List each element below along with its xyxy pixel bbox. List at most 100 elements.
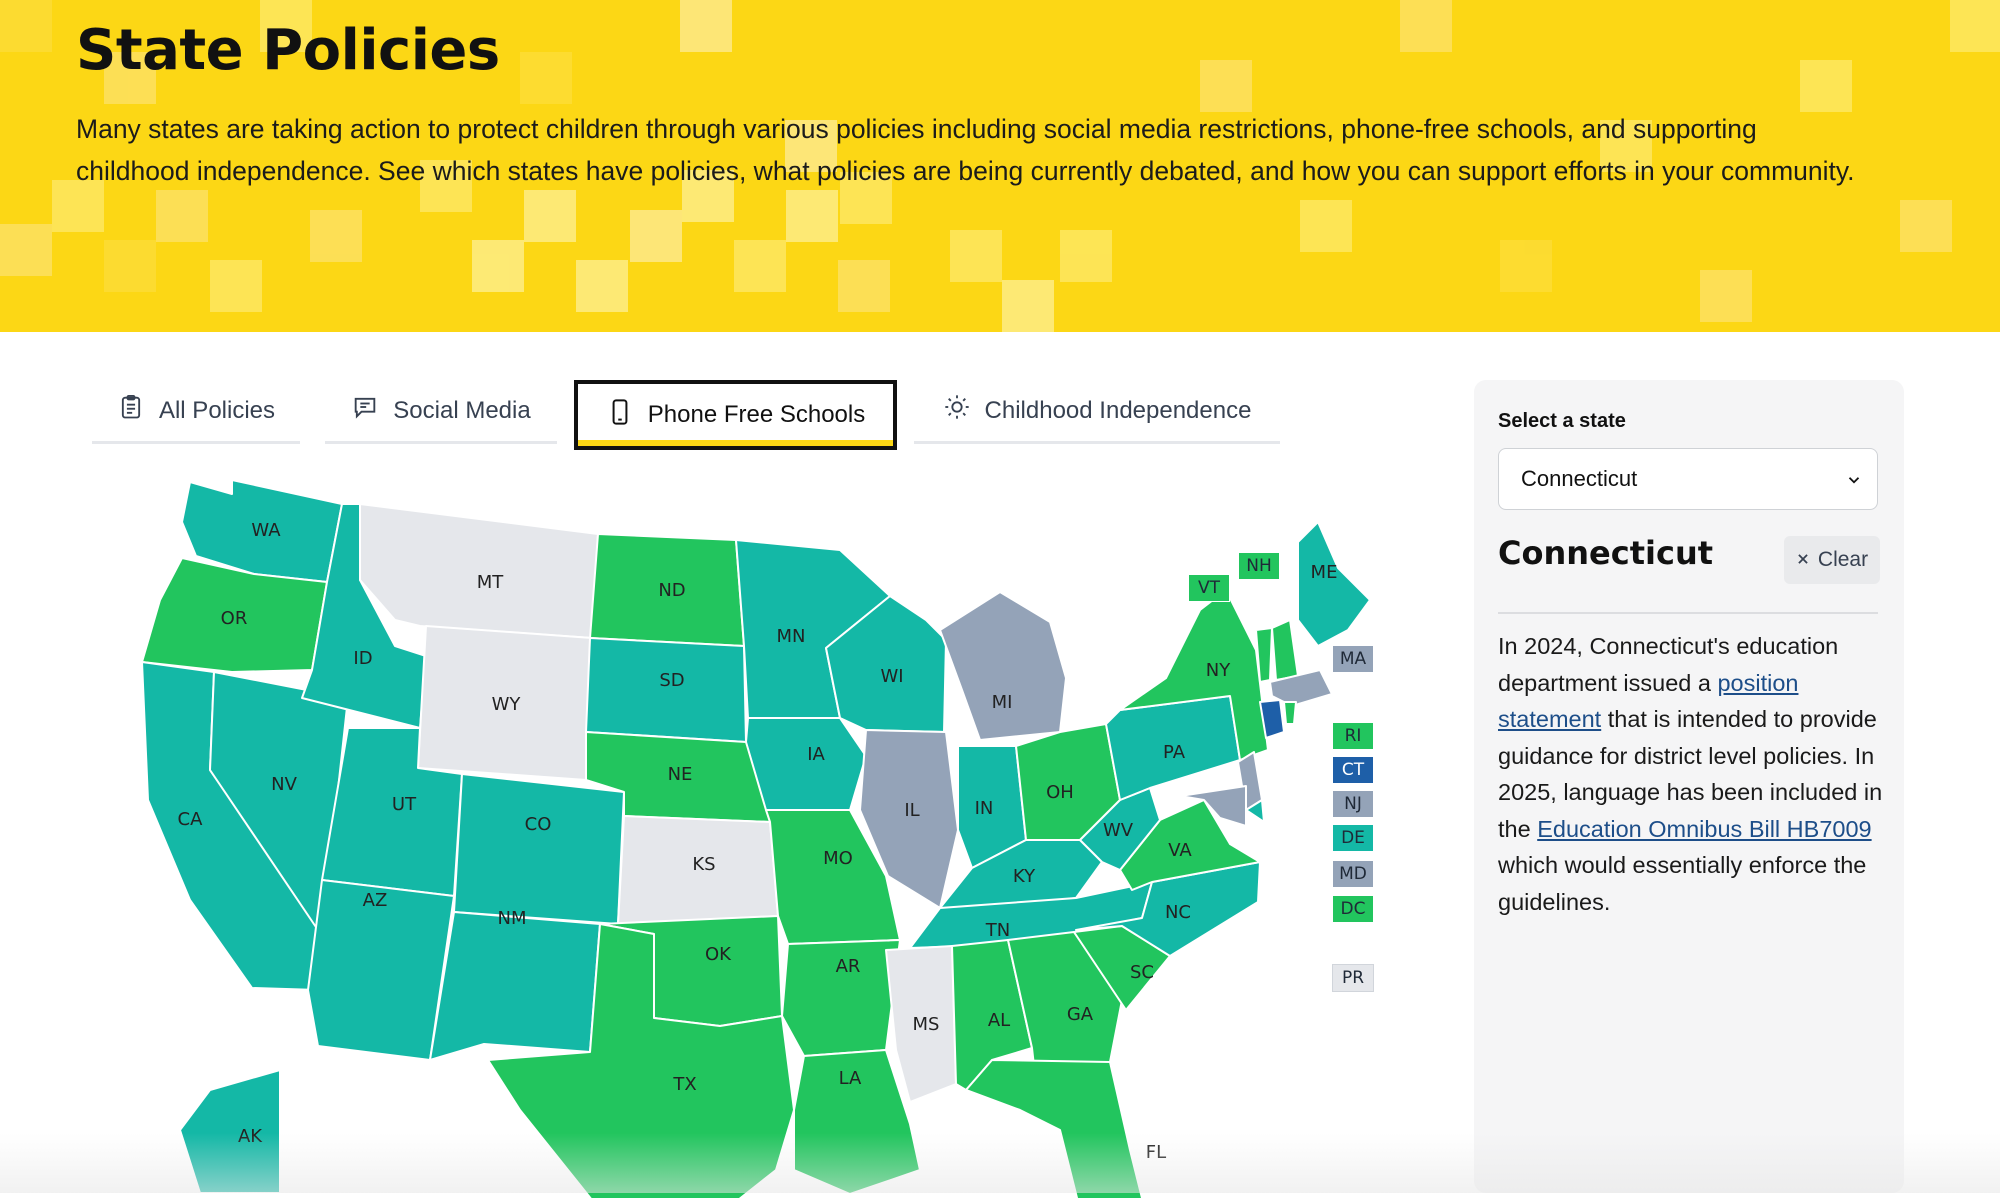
hero-banner: State Policies Many states are taking ac… — [0, 0, 2000, 332]
state-select-value: Connecticut — [1521, 466, 1638, 491]
state-label-tx: TX — [672, 1074, 696, 1095]
tab-childhood-independence[interactable]: Childhood Independence — [914, 380, 1280, 444]
clear-label: Clear — [1817, 548, 1869, 571]
desc-text: In 2024, Connecticut's education departm… — [1498, 633, 1839, 696]
state-label-ca: CA — [178, 809, 204, 830]
tab-phone-free-schools[interactable]: Phone Free Schools — [574, 380, 897, 450]
state-label-ok: OK — [705, 944, 732, 965]
state-label-ut: UT — [392, 794, 417, 815]
tab-social-media[interactable]: Social Media — [325, 380, 557, 444]
state-description: In 2024, Connecticut's education departm… — [1498, 628, 1888, 920]
state-tx[interactable] — [487, 923, 795, 1198]
state-ak[interactable] — [179, 1069, 281, 1194]
state-label-in: IN — [975, 798, 994, 819]
chat-bubble-icon — [351, 393, 379, 428]
state-label-nv: NV — [271, 774, 297, 795]
state-select[interactable]: Connecticut — [1498, 448, 1878, 510]
state-label-ga: GA — [1067, 1004, 1094, 1025]
position-statement-link[interactable]: position statement — [1498, 669, 1799, 733]
state-label-wi: WI — [880, 666, 903, 687]
sun-icon — [943, 393, 971, 428]
state-co[interactable] — [453, 773, 625, 925]
state-box-pr[interactable]: PR — [1332, 964, 1374, 992]
state-box-md[interactable]: MD — [1332, 860, 1374, 888]
desc-text: which would essentially enforce the guid… — [1498, 852, 1867, 915]
state-label-sd: SD — [659, 670, 684, 691]
state-az[interactable] — [307, 879, 455, 1061]
clipboard-icon — [117, 393, 145, 428]
state-label-wa: WA — [251, 520, 281, 541]
state-label-la: LA — [839, 1068, 862, 1089]
state-fl[interactable] — [965, 1059, 1150, 1198]
state-ia[interactable] — [745, 717, 867, 811]
state-box-label: VT — [1197, 578, 1220, 598]
state-va[interactable] — [1119, 799, 1261, 891]
state-label-mt: MT — [477, 572, 505, 593]
state-nc[interactable] — [1075, 861, 1261, 957]
state-label-nc: NC — [1165, 902, 1191, 923]
state-label-mo: MO — [823, 848, 853, 869]
page-description: Many states are taking action to protect… — [76, 114, 1855, 186]
state-label-ks: KS — [692, 854, 715, 875]
state-label-tn: TN — [985, 920, 1010, 941]
us-map-svg: WA OR CA NV ID MT WY UT AZ CO NM ND SD NE KS OK TX MN IA MO… — [141, 479, 1371, 1198]
desc-text: that is intended to provide guidance for… — [1498, 706, 1883, 842]
state-box-dc[interactable]: DC — [1332, 895, 1374, 923]
state-box-nj[interactable]: NJ — [1332, 790, 1374, 818]
state-label-ky: KY — [1013, 866, 1036, 887]
hero-pattern — [0, 0, 2000, 332]
state-label-ne: NE — [668, 764, 693, 785]
state-box-label: NJ — [1344, 794, 1362, 814]
state-box-label: MD — [1339, 864, 1367, 884]
state-box-label: RI — [1344, 726, 1362, 746]
state-wi[interactable] — [825, 595, 947, 733]
state-label-co: CO — [525, 814, 552, 835]
state-box-label: PR — [1341, 968, 1365, 988]
state-or[interactable] — [141, 557, 328, 673]
clear-button[interactable]: Clear — [1784, 536, 1880, 584]
state-label-ia: IA — [807, 744, 825, 765]
state-label-mi: MI — [992, 692, 1013, 713]
select-state-label: Select a state — [1498, 410, 1626, 432]
state-nm[interactable] — [429, 911, 601, 1061]
state-label-oh: OH — [1046, 782, 1074, 803]
tab-label: Social Media — [393, 396, 531, 424]
state-label-ak: AK — [238, 1126, 263, 1147]
education-omnibus-bill-link[interactable]: Education Omnibus Bill HB7009 — [1537, 815, 1872, 842]
state-box-label: NH — [1246, 556, 1272, 576]
tab-label: All Policies — [158, 396, 276, 424]
state-label-or: OR — [221, 608, 248, 629]
state-ny[interactable] — [1119, 589, 1269, 761]
state-mt[interactable] — [359, 503, 599, 639]
state-label-sc: SC — [1130, 962, 1154, 983]
state-mi[interactable] — [939, 591, 1067, 741]
state-box-ri[interactable]: RI — [1332, 722, 1374, 750]
state-box-ct[interactable]: CT — [1332, 756, 1374, 784]
tab-label: Childhood Independence — [984, 396, 1252, 424]
state-label-ny: NY — [1206, 660, 1231, 681]
state-label-id: ID — [353, 648, 372, 669]
state-label-il: IL — [904, 800, 919, 821]
state-box-label: MA — [1339, 649, 1367, 669]
state-label-fl: FL — [1146, 1142, 1166, 1163]
page-title: State Policies — [76, 18, 500, 83]
state-me[interactable] — [1297, 521, 1371, 647]
state-box-de[interactable]: DE — [1332, 824, 1374, 852]
state-box-label: DC — [1340, 899, 1366, 919]
state-label-nd: ND — [658, 580, 685, 601]
state-box-ma[interactable]: MA — [1332, 645, 1374, 673]
state-label-ms: MS — [913, 1014, 940, 1035]
tab-label: Phone Free Schools — [647, 401, 866, 428]
state-label-wy: WY — [492, 694, 522, 715]
state-ms[interactable] — [885, 945, 957, 1103]
state-label-wv: WV — [1103, 820, 1134, 841]
state-label-nm: NM — [498, 908, 527, 929]
state-label-al: AL — [988, 1010, 1010, 1031]
state-label-ar: AR — [836, 956, 861, 977]
chevron-down-icon — [1845, 469, 1863, 487]
tab-all-policies[interactable]: All Policies — [92, 380, 300, 444]
state-label-va: VA — [1168, 840, 1192, 861]
state-box-nh[interactable]: NH — [1238, 552, 1280, 580]
divider — [1498, 612, 1878, 614]
state-box-vt[interactable]: VT — [1188, 574, 1230, 602]
